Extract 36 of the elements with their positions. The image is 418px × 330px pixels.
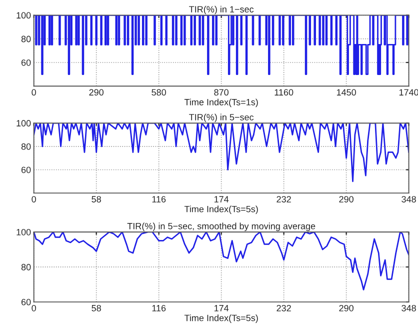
x-tick-label: 0	[32, 196, 36, 202]
chart-title: TIR(%) in 5−sec	[189, 114, 254, 122]
y-tick-label: 100	[16, 12, 31, 19]
x-tick-label: 174	[214, 305, 229, 312]
x-tick-label: 58	[92, 304, 101, 312]
x-tick-label: 0	[32, 304, 36, 312]
x-tick-label: 290	[89, 89, 104, 96]
y-tick-label: 80	[21, 264, 31, 270]
x-tick-label: 348	[402, 196, 416, 202]
x-tick-label: 348	[402, 304, 416, 312]
y-tick-label: 100	[16, 120, 31, 126]
x-tick-label: 0	[32, 89, 36, 96]
y-tick-label: 80	[21, 143, 31, 150]
x-tick-label: 1160	[274, 89, 294, 96]
y-tick-label: 80	[21, 36, 31, 42]
chart-title: TIR(%) in 1−sec	[189, 6, 254, 14]
x-axis-title: Time Index(Ts=5s)	[184, 206, 258, 214]
x-tick-label: 116	[152, 196, 166, 202]
x-tick-label: 58	[92, 196, 101, 202]
x-tick-label: 290	[339, 196, 354, 202]
x-tick-label: 1450	[336, 89, 356, 96]
y-tick-label: 60	[22, 166, 31, 174]
x-tick-label: 232	[276, 196, 291, 202]
x-axis-title: Time Index(Ts=1s)	[184, 98, 258, 108]
y-tick-label: 100	[16, 228, 31, 236]
x-tick-label: 870	[214, 89, 229, 96]
x-axis-title: Time Index(Ts=5s)	[184, 314, 258, 323]
x-tick-label: 1740	[399, 89, 418, 96]
x-tick-label: 116	[152, 304, 166, 312]
y-tick-label: 60	[22, 298, 31, 306]
x-tick-label: 580	[152, 89, 166, 96]
x-tick-label: 232	[276, 304, 291, 312]
x-tick-label: 290	[339, 304, 354, 312]
y-tick-label: 60	[22, 59, 31, 66]
chart-title: TIR(%) in 5−sec, smoothed by moving average	[127, 222, 316, 232]
x-tick-label: 174	[214, 196, 229, 202]
